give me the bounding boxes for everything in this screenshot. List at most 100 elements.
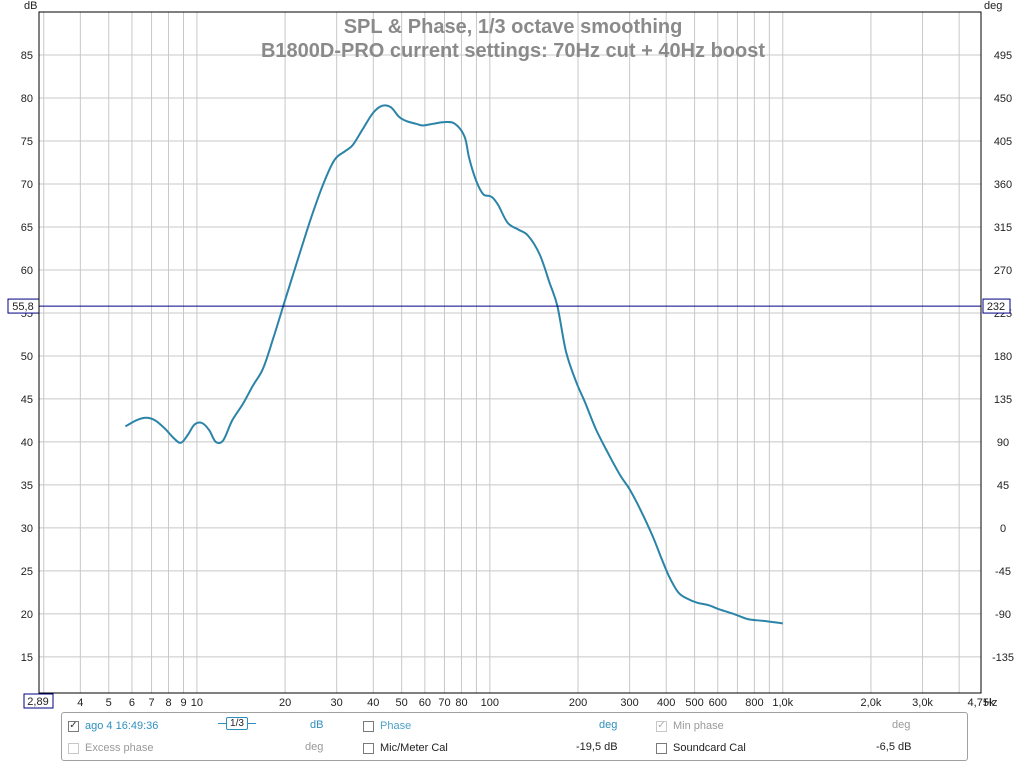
- x-tick-label: 400: [657, 697, 675, 709]
- soundcard-checkbox[interactable]: [656, 742, 667, 754]
- mic-label: Mic/Meter Cal: [380, 742, 448, 754]
- y-tick-label: 15: [21, 652, 33, 664]
- legend-panel: ✓ ago 4 16:49:36 1/3 dB Phase deg ✓ Min …: [61, 712, 968, 761]
- chart-subtitle: B1800D-PRO current settings: 70Hz cut + …: [261, 40, 765, 62]
- phase-checkbox[interactable]: [363, 720, 374, 732]
- smoothing-indicator[interactable]: 1/3: [218, 717, 258, 731]
- x-tick-label: 80: [455, 697, 467, 709]
- y-right-tick-label: -135: [992, 652, 1014, 664]
- x-tick-label: 300: [620, 697, 638, 709]
- y-tick-label: 30: [21, 523, 33, 535]
- legend-soundcard-item[interactable]: Soundcard Cal: [656, 740, 746, 756]
- y-tick-label: 75: [21, 136, 33, 148]
- x-tick-label: 40: [367, 697, 379, 709]
- x-tick-label: 800: [745, 697, 763, 709]
- x-tick-label: 200: [569, 697, 587, 709]
- soundcard-label: Soundcard Cal: [673, 742, 746, 754]
- minphase-label: Min phase: [673, 720, 724, 732]
- x-tick-label: 30: [331, 697, 343, 709]
- y-right-tick-label: 315: [994, 222, 1012, 234]
- x-tick-label: 500: [685, 697, 703, 709]
- mic-value: -19,5 dB: [576, 741, 618, 753]
- y-right-tick-label: -45: [995, 566, 1011, 578]
- smoothing-value: 1/3: [226, 717, 248, 730]
- legend-mic-item[interactable]: Mic/Meter Cal: [363, 740, 448, 756]
- y-tick-label: 40: [21, 437, 33, 449]
- y-right-tick-label: 45: [997, 480, 1009, 492]
- x-tick-label: 4: [77, 697, 83, 709]
- x-tick-label: 2,0k: [861, 697, 882, 709]
- y-axis-ticks-right: -135-90-45045901351802252703153604054504…: [992, 50, 1014, 664]
- x-tick-label: 9: [180, 697, 186, 709]
- y-unit-right: deg: [984, 0, 1002, 12]
- y-tick-label: 65: [21, 222, 33, 234]
- phase-unit: deg: [599, 719, 618, 731]
- x-tick-label: 50: [396, 697, 408, 709]
- x-axis-ticks: 4 5 6 7 8 9 10 20 30 40 50 60 70 80 100 200 300 400 500 600…: [77, 697, 995, 709]
- y-tick-label: 85: [21, 50, 33, 62]
- cursor-x-label-box: [23, 693, 54, 709]
- y-right-tick-label: 450: [994, 93, 1012, 105]
- y-tick-label: 60: [21, 265, 33, 277]
- y-right-tick-label: 135: [994, 394, 1012, 406]
- minphase-unit: deg: [892, 719, 911, 731]
- legend-minphase-item[interactable]: ✓ Min phase: [656, 718, 724, 734]
- cursor-label-right: 232: [987, 301, 1005, 313]
- x-tick-label: 7: [148, 697, 154, 709]
- x-tick-label: 60: [419, 697, 431, 709]
- y-tick-label: 50: [21, 351, 33, 363]
- soundcard-value: -6,5 dB: [876, 741, 912, 753]
- excess-unit: deg: [305, 741, 324, 753]
- cursor-x-label: 2,89: [27, 696, 48, 708]
- y-unit-left: dB: [24, 0, 37, 12]
- legend-phase-item[interactable]: Phase: [363, 718, 411, 734]
- y-right-tick-label: 0: [1000, 523, 1006, 535]
- x-tick-label: 70: [438, 697, 450, 709]
- y-tick-label: 35: [21, 480, 33, 492]
- cursor-label-left: 55,8: [12, 301, 33, 313]
- y-right-tick-label: 90: [997, 437, 1009, 449]
- y-tick-label: 80: [21, 93, 33, 105]
- minphase-checkbox[interactable]: ✓: [656, 720, 667, 732]
- mic-checkbox[interactable]: [363, 742, 374, 754]
- y-tick-label: 20: [21, 609, 33, 621]
- spl-measurement-label: ago 4 16:49:36: [85, 720, 159, 732]
- y-right-tick-label: 180: [994, 351, 1012, 363]
- phase-label: Phase: [380, 720, 412, 732]
- spl-unit: dB: [310, 719, 324, 731]
- excess-checkbox[interactable]: [68, 742, 79, 754]
- x-tick-label: 100: [481, 697, 499, 709]
- excess-label: Excess phase: [85, 742, 154, 754]
- x-unit: Hz: [984, 697, 997, 709]
- y-right-tick-label: -90: [995, 609, 1011, 621]
- y-tick-label: 45: [21, 394, 33, 406]
- legend-spl-item[interactable]: ✓ ago 4 16:49:36: [68, 718, 158, 734]
- cursor-line[interactable]: 55,8 232 2,89: [7, 298, 1011, 709]
- chart-title: SPL & Phase, 1/3 octave smoothing: [344, 16, 683, 38]
- y-tick-label: 70: [21, 179, 33, 191]
- cursor-label-box-right: [982, 298, 1011, 314]
- spl-checkbox[interactable]: ✓: [68, 720, 79, 732]
- plot-frame: [38, 11, 982, 694]
- y-tick-label: 25: [21, 566, 33, 578]
- x-tick-label: 20: [279, 697, 291, 709]
- y-right-tick-label: 270: [994, 265, 1012, 277]
- x-tick-label: 1,0k: [772, 697, 793, 709]
- x-tick-label: 3,0k: [912, 697, 933, 709]
- x-tick-label: 4,75k: [968, 697, 995, 709]
- y-right-tick-label: 405: [994, 136, 1012, 148]
- x-tick-label: 10: [191, 697, 203, 709]
- smoothing-line-right: [248, 723, 256, 724]
- x-tick-label: 600: [709, 697, 727, 709]
- smoothing-line-left: [218, 723, 226, 724]
- y-right-tick-label: 360: [994, 179, 1012, 191]
- x-tick-label: 5: [106, 697, 112, 709]
- spl-series-line: [124, 104, 783, 625]
- x-tick-label: 6: [129, 697, 135, 709]
- grid: [39, 12, 981, 693]
- legend-excess-item[interactable]: Excess phase: [68, 740, 153, 756]
- x-tick-label: 8: [165, 697, 171, 709]
- y-right-tick-label: 495: [994, 50, 1012, 62]
